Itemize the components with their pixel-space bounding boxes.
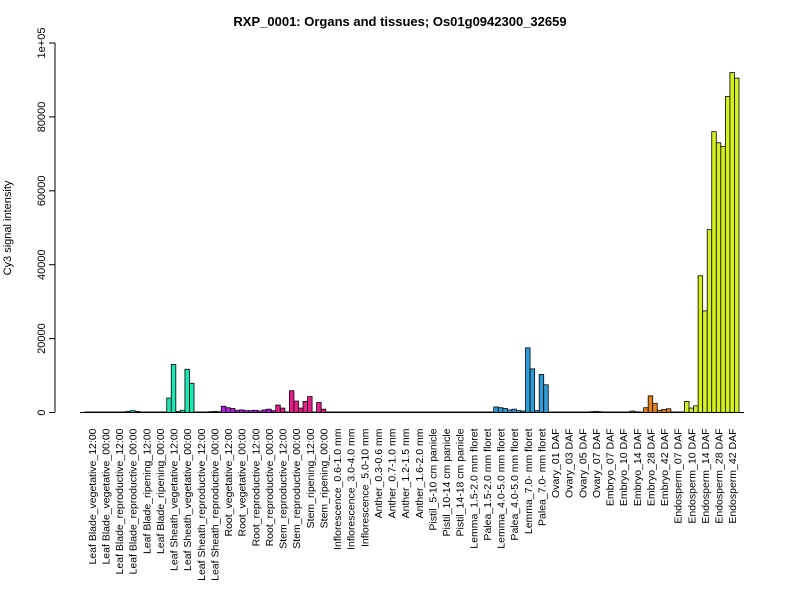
- bar: [697, 275, 704, 413]
- y-tick-label: 20000: [36, 323, 48, 354]
- x-tick-label: Lemma_7.0- mm floret: [523, 428, 535, 534]
- bar: [293, 400, 299, 413]
- x-tick-labels: Leaf Blade_vegetative_12:00 Leaf Blade_ve…: [87, 428, 739, 581]
- x-tick-label: Leaf Sheath_reproductive_00:00: [209, 428, 221, 581]
- y-tick-label: 60000: [36, 176, 48, 207]
- x-tick-label: Pistil_10-14 cm panicle: [441, 428, 453, 536]
- bars-layer: [84, 72, 740, 413]
- x-tick-label: Palea_1.5-2.0 mm floret: [482, 428, 494, 540]
- x-tick-label: Inflorescence_0.6-1.0 mm: [332, 428, 344, 550]
- x-tick-label: Palea_4.0-5.0 mm floret: [509, 428, 521, 540]
- bar: [538, 374, 545, 413]
- bar: [652, 402, 658, 413]
- x-tick-label: Leaf Blade_vegetative_00:00: [100, 428, 112, 564]
- bar: [288, 390, 295, 413]
- x-tick-label: Endosperm_28 DAF: [714, 429, 726, 524]
- x-tick-label: Anther_0.7-1.0 mm: [387, 428, 399, 518]
- bar: [279, 407, 286, 413]
- bar: [529, 368, 536, 413]
- x-tick-label: Stem_reproductive_12:00: [278, 428, 290, 548]
- x-tick-label: Lemma_4.0-5.0 mm floret: [496, 428, 508, 548]
- x-tick-label: Embryo_42 DAF: [659, 429, 671, 507]
- x-tick-label: Anther_0.3-0.6 mm: [373, 428, 385, 518]
- x-tick-label: Leaf Blade_ripening_12:00: [141, 428, 153, 554]
- bar: [502, 408, 508, 413]
- x-tick-label: Embryo_28 DAF: [645, 429, 657, 507]
- bar: [497, 407, 504, 413]
- bar: [715, 142, 722, 413]
- bar: [643, 407, 649, 413]
- x-tick-label: Endosperm_07 DAF: [673, 429, 685, 524]
- bar: [525, 347, 531, 413]
- x-tick-label: Inflorescence_5.0-10 mm: [359, 428, 371, 547]
- x-tick-label: Stem_reproductive_00:00: [291, 428, 303, 548]
- x-tick-label: Ovary_01 DAF: [550, 429, 562, 498]
- x-tick-label: Leaf Sheath_vegetative_00:00: [182, 428, 194, 571]
- x-tick-label: Ovary_03 DAF: [564, 429, 576, 498]
- bar: [220, 405, 227, 413]
- bar: [665, 408, 672, 413]
- bar: [170, 364, 177, 413]
- bar: [166, 397, 172, 413]
- bar: [298, 407, 304, 413]
- bar: [275, 404, 281, 413]
- bar: [543, 384, 549, 413]
- bar: [189, 382, 195, 413]
- y-tick-label: 1e+05: [36, 28, 48, 59]
- bar: [729, 72, 735, 413]
- x-tick-label: Inflorescence_3.0-4.0 mm: [346, 428, 358, 550]
- x-tick-label: Lemma_1.5-2.0 mm floret: [468, 428, 480, 548]
- x-tick-label: Stem_ripening_12:00: [305, 428, 317, 528]
- x-tick-label: Leaf Blade_ripening_00:00: [155, 428, 167, 554]
- x-tick-label: Leaf Blade_reproductive_00:00: [128, 428, 140, 574]
- bar: [493, 406, 499, 413]
- bar: [684, 401, 690, 413]
- bar: [693, 405, 699, 413]
- x-tick-label: Root_vegetative_00:00: [237, 428, 249, 536]
- x-tick-label: Embryo_14 DAF: [632, 429, 644, 507]
- x-tick-label: Root_reproductive_12:00: [250, 428, 262, 546]
- x-tick-label: Ovary_07 DAF: [591, 429, 603, 498]
- bar: [734, 77, 740, 413]
- x-tick-label: Pistil_5-10 cm panicle: [427, 428, 439, 530]
- x-tick-label: Root_reproductive_00:00: [264, 428, 276, 546]
- chart-title: RXP_0001: Organs and tissues; Os01g09423…: [233, 14, 566, 29]
- y-tick-label: 40000: [36, 249, 48, 280]
- x-tick-label: Endosperm_10 DAF: [686, 429, 698, 524]
- bar: [724, 96, 731, 413]
- bar: [702, 310, 708, 413]
- x-tick-label: Palea_7.0- mm floret: [536, 428, 548, 526]
- bar: [647, 395, 654, 413]
- x-tick-label: Leaf Sheath_vegetative_12:00: [169, 428, 181, 571]
- x-tick-label: Ovary_05 DAF: [577, 429, 589, 498]
- bar: [688, 407, 694, 413]
- y-axis: 0 20000 40000 60000 80000 1e+05: [36, 28, 56, 416]
- x-tick-label: Root_vegetative_12:00: [223, 428, 235, 536]
- x-tick-label: Endosperm_14 DAF: [700, 429, 712, 524]
- bar: [184, 368, 190, 413]
- y-tick-label: 0: [36, 409, 48, 415]
- bar: [225, 407, 231, 413]
- x-tick-label: Anther_1.6-2.0 mm: [414, 428, 426, 518]
- x-tick-label: Leaf Sheath_reproductive_12:00: [196, 428, 208, 581]
- bar: [720, 146, 726, 413]
- bar: [316, 402, 322, 413]
- bar: [307, 396, 313, 413]
- y-axis-label: Cy3 signal intensity: [2, 180, 14, 275]
- bar: [711, 131, 717, 413]
- x-tick-label: Embryo_07 DAF: [605, 429, 617, 507]
- x-tick-label: Leaf Blade_vegetative_12:00: [87, 428, 99, 564]
- x-tick-label: Stem_ripening_00:00: [318, 428, 330, 528]
- bar: [302, 401, 308, 413]
- x-tick-label: Leaf Blade_reproductive_12:00: [114, 428, 126, 574]
- x-tick-label: Endosperm_42 DAF: [727, 429, 739, 524]
- bar: [229, 408, 236, 413]
- y-tick-label: 80000: [36, 102, 48, 133]
- bar: [706, 229, 713, 413]
- x-tick-label: Pistil_14-18 cm panicle: [455, 428, 467, 536]
- x-tick-label: Embryo_10 DAF: [618, 429, 630, 507]
- x-tick-label: Anther_1.2-1.5 mm: [400, 428, 412, 518]
